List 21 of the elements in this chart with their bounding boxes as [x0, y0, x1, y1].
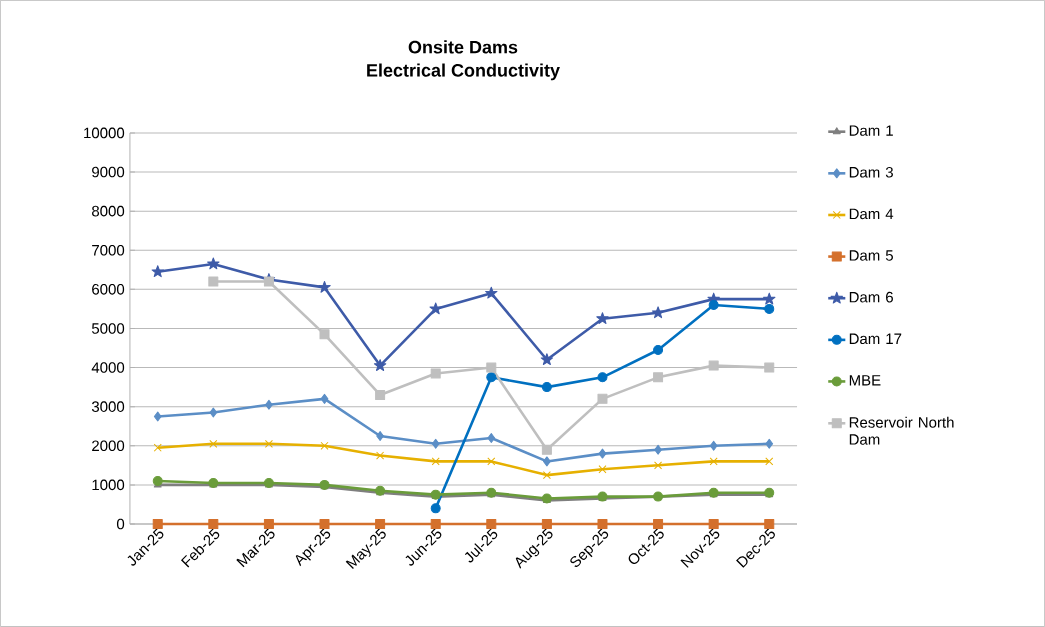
legend-label: Dam 4 [849, 208, 894, 220]
y-tick-label: 9000 [92, 166, 125, 178]
y-tick-label: 5000 [91, 323, 125, 334]
legend-label: Reservoir North Dam [849, 416, 954, 445]
legend-label: MBE [849, 375, 881, 386]
y-tick-label: 8000 [92, 205, 125, 217]
chart-title: Onsite Dams [408, 40, 518, 54]
legend-label: Dam 5 [849, 250, 893, 261]
legend-label: Dam 3 [849, 167, 893, 178]
y-tick-label: 10000 [84, 127, 125, 139]
y-tick-label: 7000 [92, 244, 125, 256]
legend-label: Dam 1 [849, 125, 893, 136]
y-tick-label: 0 [116, 518, 125, 530]
y-tick-label: 3000 [91, 401, 125, 413]
y-tick-label: 6000 [92, 284, 125, 295]
legend-label: Dam 17 [849, 333, 902, 345]
y-tick-label: 1000 [92, 479, 125, 491]
chart-subtitle: Electrical Conductivity [367, 63, 560, 81]
y-tick-label: 2000 [92, 440, 125, 452]
y-tick-label: 4000 [91, 362, 125, 373]
legend-label: Dam 6 [849, 291, 893, 303]
